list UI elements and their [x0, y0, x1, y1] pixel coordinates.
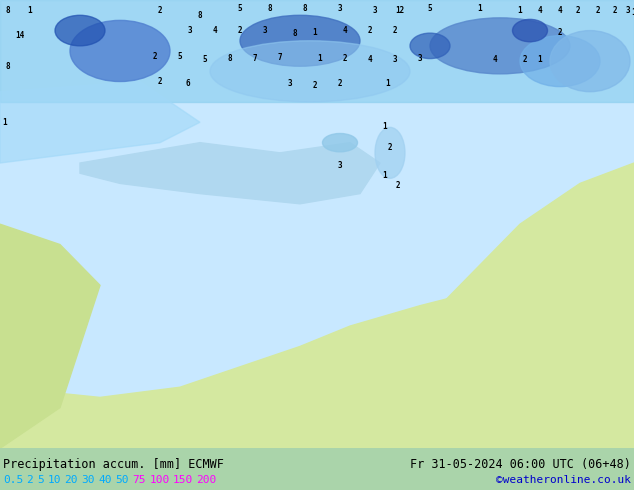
Text: 14: 14 — [15, 31, 25, 40]
Text: 3: 3 — [373, 6, 377, 15]
Ellipse shape — [323, 133, 358, 152]
Text: Precipitation accum. [mm] ECMWF: Precipitation accum. [mm] ECMWF — [3, 458, 224, 471]
Text: 2: 2 — [153, 51, 157, 61]
Text: 2: 2 — [343, 53, 347, 63]
Text: 3: 3 — [188, 26, 192, 35]
Text: 2: 2 — [558, 28, 562, 37]
Text: 3: 3 — [262, 26, 268, 35]
Text: 3: 3 — [626, 6, 630, 15]
Text: 8: 8 — [228, 53, 232, 63]
Text: 2: 2 — [576, 6, 580, 15]
Text: 1: 1 — [518, 6, 522, 15]
Text: 7: 7 — [278, 52, 282, 62]
Text: 4: 4 — [343, 26, 347, 35]
Text: 2: 2 — [238, 26, 242, 35]
Text: 1: 1 — [383, 171, 387, 180]
Ellipse shape — [410, 33, 450, 59]
Text: 2: 2 — [338, 79, 342, 88]
Text: 100: 100 — [150, 475, 170, 485]
Text: 8: 8 — [6, 6, 10, 15]
Text: 2: 2 — [368, 26, 372, 35]
Text: 2: 2 — [313, 81, 317, 90]
Polygon shape — [0, 0, 634, 102]
Text: 1: 1 — [313, 28, 317, 37]
Text: 75: 75 — [133, 475, 146, 485]
Text: 4: 4 — [538, 6, 542, 15]
Text: 1: 1 — [538, 54, 542, 64]
Text: Fr 31-05-2024 06:00 UTC (06+48): Fr 31-05-2024 06:00 UTC (06+48) — [410, 458, 631, 471]
Polygon shape — [0, 224, 100, 448]
Polygon shape — [380, 163, 634, 448]
Text: 4: 4 — [558, 6, 562, 15]
Text: 200: 200 — [197, 475, 217, 485]
Text: ©weatheronline.co.uk: ©weatheronline.co.uk — [496, 475, 631, 485]
Text: 2: 2 — [27, 475, 33, 485]
Text: 1: 1 — [631, 8, 634, 17]
Text: 3: 3 — [392, 54, 398, 64]
Text: 3: 3 — [288, 79, 292, 88]
Text: 1: 1 — [385, 79, 391, 88]
Text: 2: 2 — [396, 181, 400, 190]
Ellipse shape — [550, 30, 630, 92]
Text: 2: 2 — [596, 6, 600, 15]
Text: 150: 150 — [173, 475, 193, 485]
Text: 8: 8 — [293, 29, 297, 38]
Ellipse shape — [430, 18, 570, 74]
Polygon shape — [0, 81, 200, 163]
Ellipse shape — [375, 127, 405, 178]
Ellipse shape — [210, 41, 410, 102]
Text: 4: 4 — [212, 26, 217, 35]
Text: 50: 50 — [115, 475, 129, 485]
Text: 7: 7 — [253, 53, 257, 63]
Text: 3: 3 — [418, 53, 422, 63]
Text: 5: 5 — [37, 475, 44, 485]
Text: 3: 3 — [338, 161, 342, 170]
Text: 20: 20 — [65, 475, 78, 485]
Text: 1: 1 — [477, 3, 482, 13]
Text: 1: 1 — [383, 122, 387, 131]
Text: 5: 5 — [178, 51, 183, 61]
Text: 4: 4 — [368, 54, 372, 64]
Text: 12: 12 — [396, 6, 404, 15]
Text: 8: 8 — [268, 3, 273, 13]
Text: 1: 1 — [3, 118, 8, 127]
Text: 0.5: 0.5 — [3, 475, 23, 485]
Text: 8: 8 — [6, 62, 10, 71]
Text: 10: 10 — [48, 475, 61, 485]
Text: 40: 40 — [98, 475, 112, 485]
Ellipse shape — [240, 15, 360, 66]
Text: 1: 1 — [318, 53, 322, 63]
Text: 2: 2 — [158, 6, 162, 15]
Ellipse shape — [512, 20, 548, 42]
Text: 5: 5 — [203, 54, 207, 64]
Text: 30: 30 — [82, 475, 95, 485]
Text: 1: 1 — [28, 6, 32, 15]
Text: 2: 2 — [158, 77, 162, 86]
Text: 2: 2 — [392, 26, 398, 35]
Ellipse shape — [520, 36, 600, 87]
Text: 2: 2 — [522, 54, 527, 64]
Text: 8: 8 — [198, 11, 202, 20]
Text: 4: 4 — [493, 54, 497, 64]
Text: 6: 6 — [186, 79, 190, 88]
Text: 5: 5 — [238, 3, 242, 13]
Ellipse shape — [55, 15, 105, 46]
Text: 5: 5 — [428, 3, 432, 13]
Text: 3: 3 — [338, 3, 342, 13]
Ellipse shape — [70, 21, 170, 81]
Polygon shape — [80, 143, 380, 204]
Text: 8: 8 — [302, 3, 307, 13]
Text: 2: 2 — [612, 6, 618, 15]
Polygon shape — [0, 265, 634, 448]
Text: 2: 2 — [387, 143, 392, 152]
